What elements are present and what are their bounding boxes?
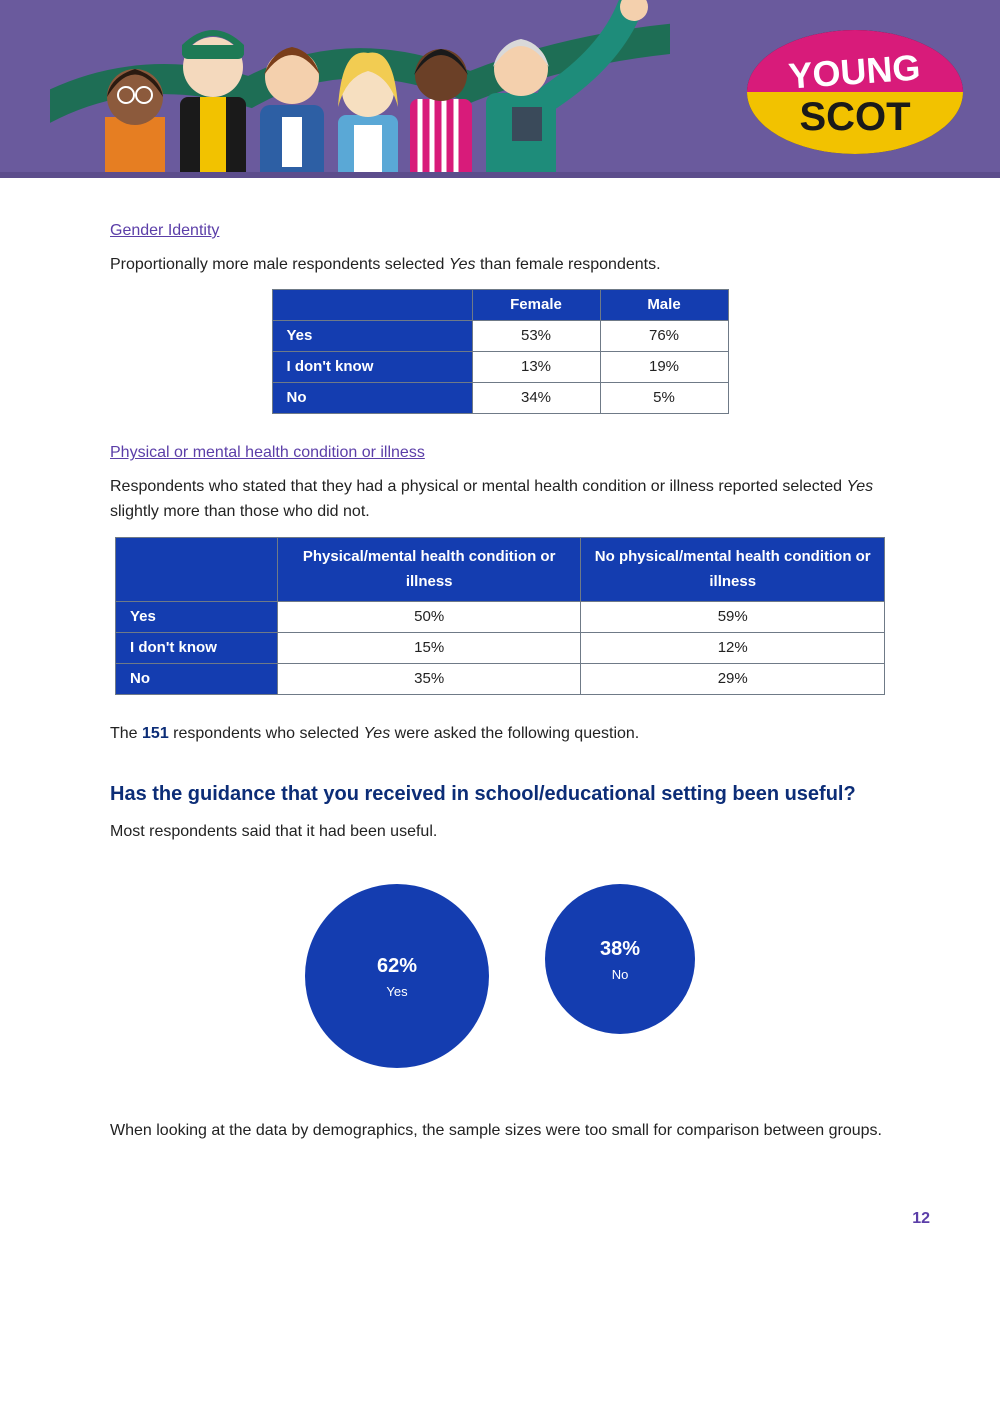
- respondent-count: 151: [142, 725, 169, 742]
- text: than female respondents.: [476, 256, 661, 273]
- cell: 29%: [581, 663, 885, 694]
- bubble-pct: 38%: [600, 933, 640, 965]
- closing-text: When looking at the data by demographics…: [110, 1118, 890, 1144]
- col-header: Physical/mental health condition or illn…: [277, 537, 581, 601]
- intro-gender: Proportionally more male respondents sel…: [110, 252, 890, 278]
- cell: 5%: [600, 383, 728, 414]
- text-em: Yes: [449, 256, 476, 273]
- intro-health: Respondents who stated that they had a p…: [110, 474, 890, 525]
- cell: 50%: [277, 601, 581, 632]
- cell: 59%: [581, 601, 885, 632]
- heading-gender-identity: Gender Identity: [110, 218, 890, 244]
- people-illustration: [50, 0, 670, 178]
- bubble-chart: 62% Yes 38% No: [110, 884, 890, 1068]
- young-scot-logo: YOUNG SCOT: [740, 22, 970, 162]
- svg-text:SCOT: SCOT: [799, 95, 910, 139]
- text: slightly more than those who did not.: [110, 503, 370, 520]
- text: Proportionally more male respondents sel…: [110, 256, 449, 273]
- cell: 53%: [472, 321, 600, 352]
- question-intro: Most respondents said that it had been u…: [110, 819, 890, 845]
- bubble-label: No: [612, 965, 629, 986]
- text-em: Yes: [846, 478, 873, 495]
- bubble-yes: 62% Yes: [305, 884, 489, 1068]
- row-label: Yes: [272, 321, 472, 352]
- text: Respondents who stated that they had a p…: [110, 478, 846, 495]
- row-label: I don't know: [116, 632, 278, 663]
- text: The: [110, 725, 142, 742]
- row-label: No: [272, 383, 472, 414]
- cell: 34%: [472, 383, 600, 414]
- col-header: Male: [600, 290, 728, 321]
- table-gender: Female Male Yes 53% 76% I don't know 13%…: [272, 289, 729, 414]
- cell: 15%: [277, 632, 581, 663]
- followup-text: The 151 respondents who selected Yes wer…: [110, 721, 890, 747]
- table-corner: [116, 537, 278, 601]
- col-header: No physical/mental health condition or i…: [581, 537, 885, 601]
- bubble-no: 38% No: [545, 884, 695, 1034]
- cell: 13%: [472, 352, 600, 383]
- row-label: No: [116, 663, 278, 694]
- text-em: Yes: [364, 725, 391, 742]
- text: respondents who selected: [169, 725, 364, 742]
- cell: 35%: [277, 663, 581, 694]
- page-number: 12: [0, 1176, 1000, 1272]
- row-label: Yes: [116, 601, 278, 632]
- bubble-pct: 62%: [377, 950, 417, 982]
- row-label: I don't know: [272, 352, 472, 383]
- text: were asked the following question.: [390, 725, 639, 742]
- page-banner: YOUNG SCOT: [0, 0, 1000, 178]
- page-content: Gender Identity Proportionally more male…: [0, 178, 1000, 1176]
- cell: 19%: [600, 352, 728, 383]
- col-header: Female: [472, 290, 600, 321]
- cell: 12%: [581, 632, 885, 663]
- cell: 76%: [600, 321, 728, 352]
- heading-health-condition: Physical or mental health condition or i…: [110, 440, 890, 466]
- table-health: Physical/mental health condition or illn…: [115, 537, 885, 695]
- table-corner: [272, 290, 472, 321]
- bubble-label: Yes: [386, 982, 407, 1003]
- question-heading: Has the guidance that you received in sc…: [110, 777, 890, 811]
